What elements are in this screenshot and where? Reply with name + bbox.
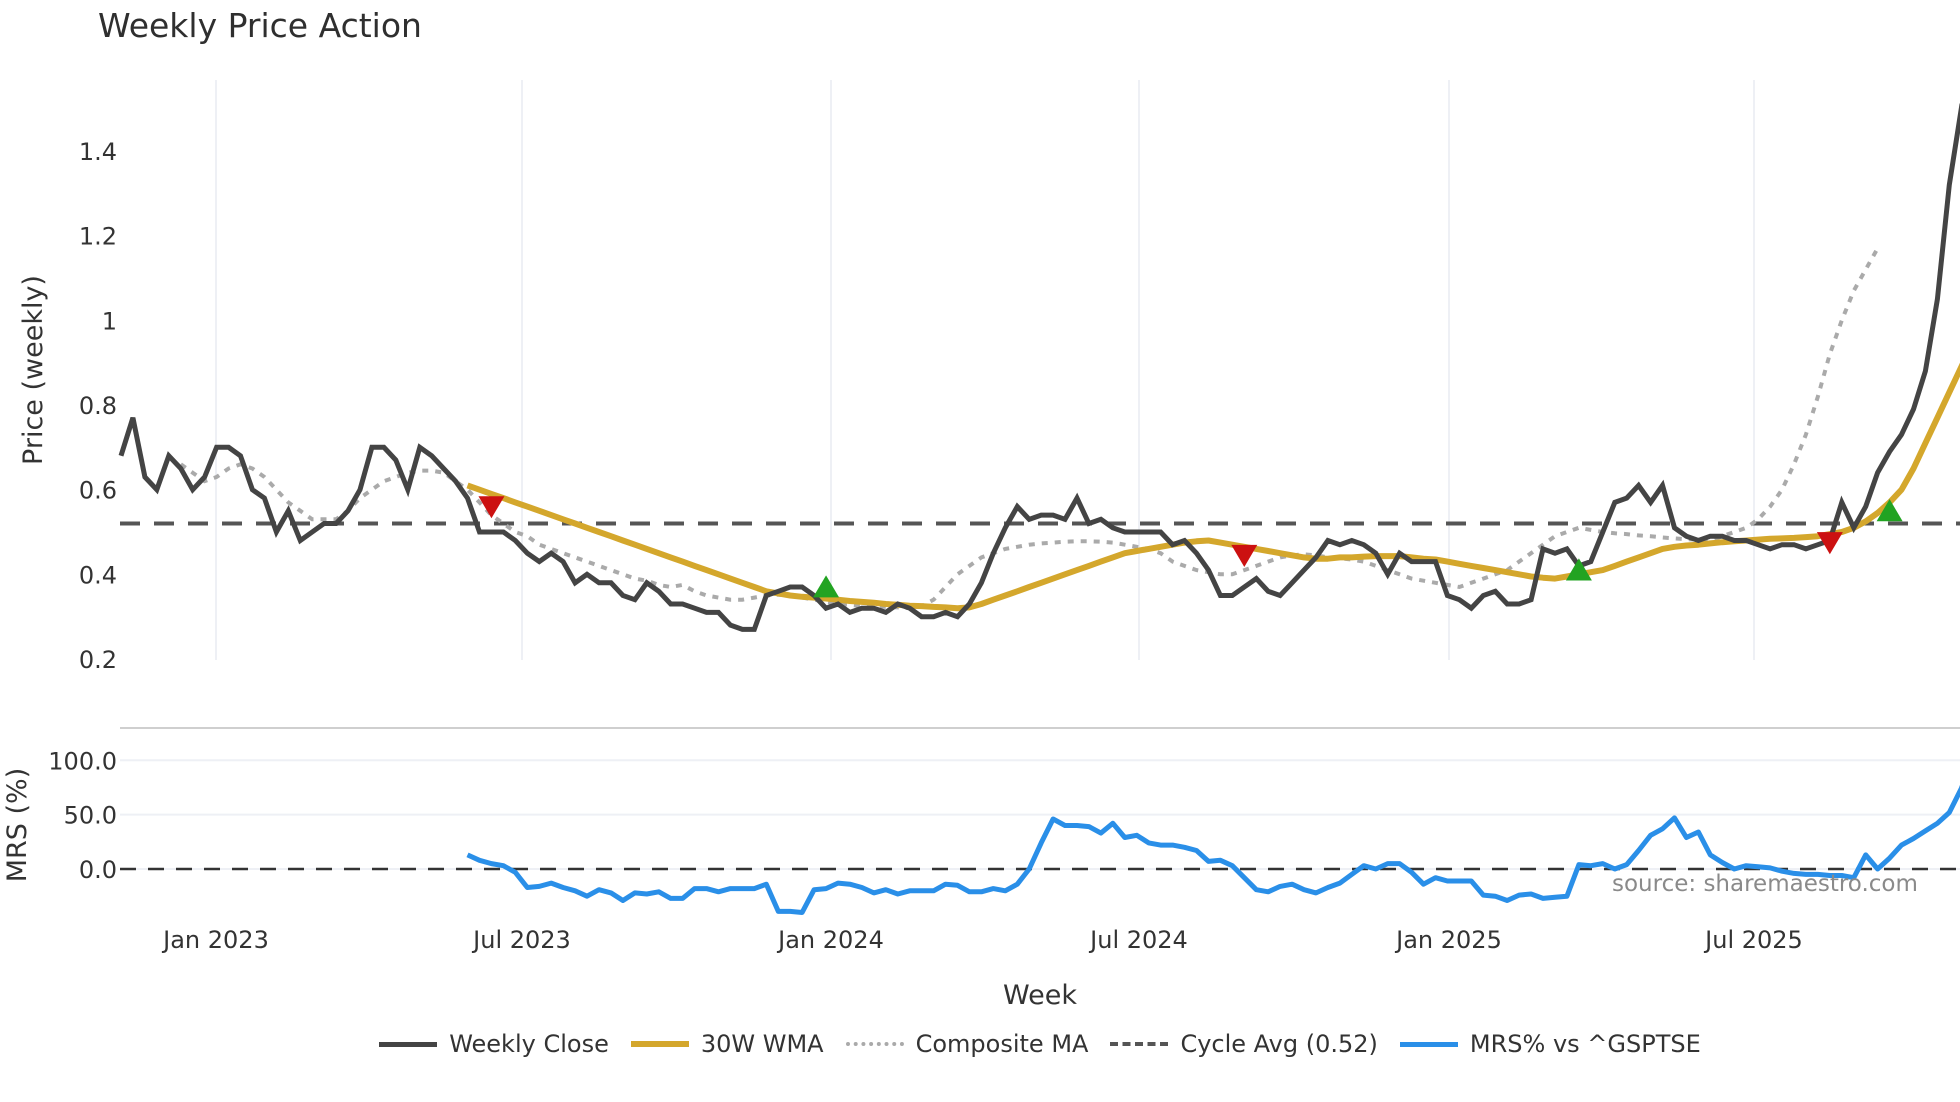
legend-swatch-icon (630, 1041, 689, 1047)
x-axis: Jan 2023 Jul 2023 Jan 2024 Jul 2024 Jan 2025… (161, 926, 1803, 954)
price-y-tick: 1.2 (79, 223, 117, 251)
signal-markers (478, 496, 1903, 598)
legend-label: MRS% vs ^GSPTSE (1469, 1030, 1701, 1058)
legend-item[interactable]: MRS% vs ^GSPTSE (1399, 1030, 1701, 1058)
x-tick: Jul 2023 (471, 926, 571, 954)
legend: Weekly Close 30W WMA Composite MA Cycle Avg… (0, 1030, 1960, 1058)
mrs-y-label: MRS (%) (2, 768, 33, 883)
price-y-label: Price (weekly) (18, 275, 49, 465)
chart-title: Weekly Price Action (98, 6, 422, 45)
legend-item[interactable]: Weekly Close (379, 1030, 609, 1058)
legend-label: Cycle Avg (0.52) (1180, 1030, 1378, 1058)
buy-signal-icon (1565, 558, 1592, 581)
sell-signal-icon (1231, 544, 1258, 567)
legend-label: 30W WMA (700, 1030, 824, 1058)
wma-line (466, 362, 1960, 612)
price-y-tick: 1.4 (79, 138, 117, 166)
x-tick: Jul 2024 (1088, 926, 1188, 954)
mrs-y-tick: 100.0 (48, 747, 117, 775)
price-series (118, 103, 1960, 632)
price-y-tick: 0.2 (79, 646, 117, 674)
price-gridlines (215, 80, 1755, 660)
mrs-gridlines (120, 759, 1960, 870)
legend-swatch-icon (379, 1041, 438, 1047)
price-y-tick: 1 (102, 307, 117, 335)
weekly-close-line (118, 103, 1960, 632)
x-axis-label: Week (1003, 980, 1077, 1011)
mrs-series (120, 784, 1960, 915)
legend-swatch-icon (1399, 1041, 1458, 1047)
mrs-y-tick: 0.0 (79, 856, 117, 884)
x-tick: Jul 2025 (1703, 926, 1803, 954)
price-y-axis: 0.2 0.4 0.6 0.8 1 1.2 1.4 (79, 138, 117, 674)
price-y-tick: 0.4 (79, 561, 117, 589)
x-tick: Jan 2024 (776, 926, 884, 954)
composite-ma-line (179, 247, 1880, 611)
x-tick: Jan 2023 (161, 926, 269, 954)
mrs-y-tick: 50.0 (64, 802, 117, 830)
sell-signal-icon (1816, 532, 1843, 555)
legend-swatch-icon (1110, 1042, 1169, 1046)
buy-signal-icon (813, 575, 840, 598)
legend-item[interactable]: 30W WMA (630, 1030, 824, 1058)
sell-signal-icon (478, 496, 505, 519)
price-y-tick: 0.6 (79, 477, 117, 505)
x-tick: Jan 2025 (1394, 926, 1502, 954)
legend-item[interactable]: Cycle Avg (0.52) (1110, 1030, 1378, 1058)
legend-label: Weekly Close (449, 1030, 609, 1058)
legend-label: Composite MA (915, 1030, 1089, 1058)
buy-signal-icon (1876, 499, 1903, 522)
mrs-line (466, 784, 1960, 915)
legend-swatch-icon (845, 1042, 904, 1046)
source-note: source: sharemaestro.com (1612, 871, 1918, 897)
legend-item[interactable]: Composite MA (845, 1030, 1089, 1058)
price-y-tick: 0.8 (79, 392, 117, 420)
mrs-y-axis: 0.0 50.0 100.0 (48, 747, 117, 884)
